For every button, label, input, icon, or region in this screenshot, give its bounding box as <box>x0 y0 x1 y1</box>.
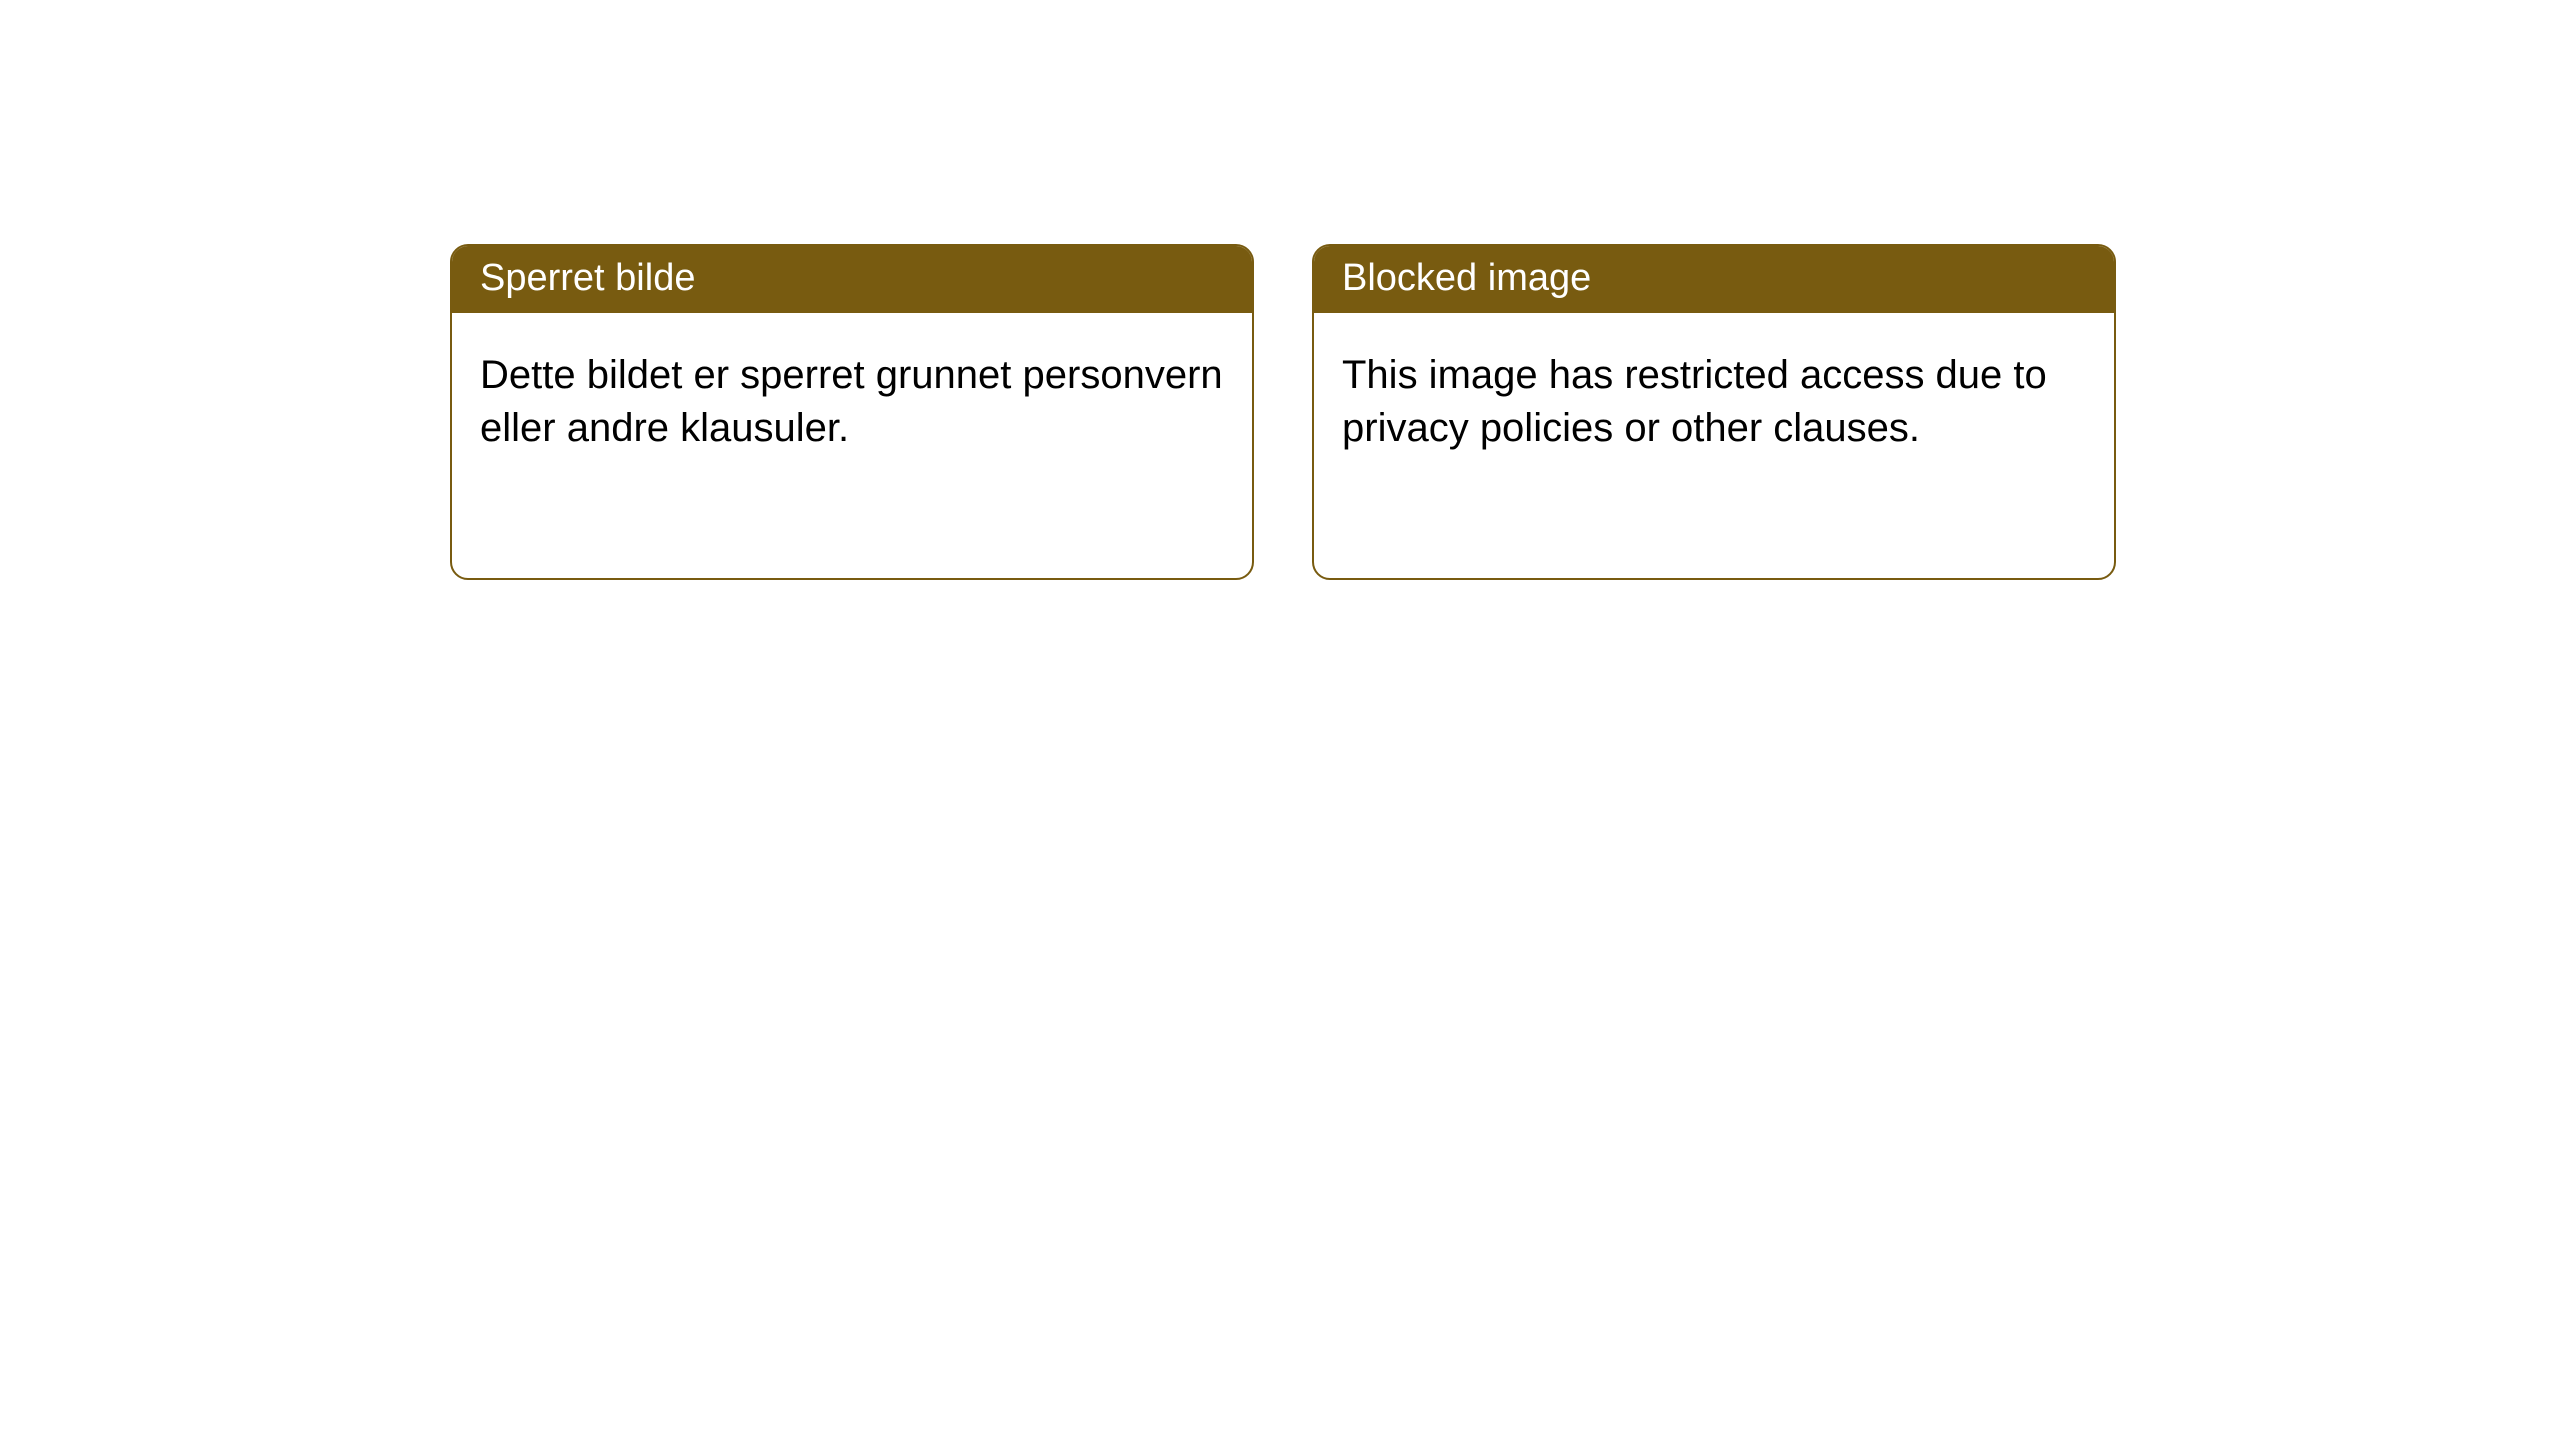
notice-title: Sperret bilde <box>480 257 695 299</box>
notice-card-header: Sperret bilde <box>452 246 1252 313</box>
notice-cards-container: Sperret bilde Dette bildet er sperret gr… <box>450 244 2116 580</box>
notice-card-body: This image has restricted access due to … <box>1314 313 2114 483</box>
notice-card-header: Blocked image <box>1314 246 2114 313</box>
notice-card-english: Blocked image This image has restricted … <box>1312 244 2116 580</box>
notice-body-text: Dette bildet er sperret grunnet personve… <box>480 353 1223 450</box>
notice-card-norwegian: Sperret bilde Dette bildet er sperret gr… <box>450 244 1254 580</box>
notice-card-body: Dette bildet er sperret grunnet personve… <box>452 313 1252 483</box>
notice-body-text: This image has restricted access due to … <box>1342 353 2047 450</box>
notice-title: Blocked image <box>1342 257 1591 299</box>
